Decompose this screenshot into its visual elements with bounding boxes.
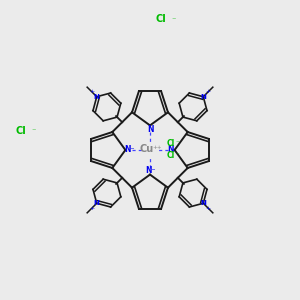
Text: ⁻: ⁻ <box>176 152 179 158</box>
Text: +: + <box>206 89 211 94</box>
Text: N: N <box>200 200 206 206</box>
Text: +: + <box>89 89 94 94</box>
Text: Cl: Cl <box>167 139 175 148</box>
Text: Cu: Cu <box>139 144 154 154</box>
Text: Cl: Cl <box>15 125 26 136</box>
Text: +: + <box>206 206 211 211</box>
Text: Cl: Cl <box>155 14 166 25</box>
Text: N⁻: N⁻ <box>124 146 135 154</box>
Text: N: N <box>167 146 174 154</box>
Text: ⁻: ⁻ <box>172 15 176 24</box>
Text: N: N <box>200 94 206 100</box>
Text: N: N <box>147 125 153 134</box>
Text: N: N <box>94 94 100 100</box>
Text: N: N <box>94 200 100 206</box>
Text: ⁻: ⁻ <box>176 140 179 146</box>
Text: N⁻: N⁻ <box>145 166 155 175</box>
Text: ⁻: ⁻ <box>32 126 36 135</box>
Text: ++: ++ <box>153 145 162 150</box>
Text: +: + <box>89 206 94 211</box>
Text: Cl: Cl <box>167 151 175 160</box>
